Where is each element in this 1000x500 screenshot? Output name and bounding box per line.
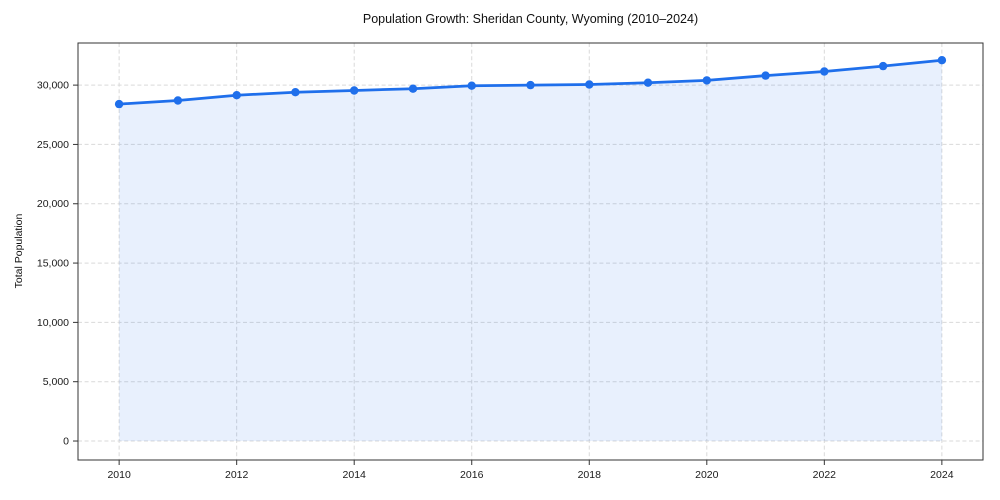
- x-tick-label: 2012: [225, 469, 249, 481]
- x-tick-label: 2010: [107, 469, 131, 481]
- data-point-marker: [526, 80, 535, 90]
- x-tick-label: 2014: [343, 469, 367, 481]
- data-point-marker: [878, 61, 888, 71]
- chart-title: Population Growth: Sheridan County, Wyom…: [362, 12, 699, 26]
- data-point-marker: [643, 78, 653, 87]
- data-point-marker: [467, 81, 476, 90]
- data-point-marker: [761, 71, 770, 80]
- data-point-marker: [291, 88, 300, 97]
- x-tick-label: 2020: [695, 469, 719, 481]
- x-tick-label: 2022: [813, 469, 837, 481]
- data-point-marker: [702, 76, 711, 85]
- y-tick-label: 5,000: [43, 376, 69, 388]
- data-point-marker: [173, 96, 183, 105]
- y-tick-label: 20,000: [37, 198, 69, 210]
- y-tick-label: 10,000: [37, 317, 69, 329]
- y-tick-label: 15,000: [37, 258, 69, 270]
- x-tick-label: 2018: [578, 469, 602, 481]
- x-tick-label: 2016: [460, 469, 484, 481]
- y-tick-label: 0: [63, 436, 69, 448]
- y-tick-label: 25,000: [37, 139, 69, 151]
- plot-border: [77, 42, 984, 461]
- area-fill: [119, 60, 942, 441]
- data-point-marker: [820, 67, 829, 76]
- data-point-marker: [585, 80, 594, 89]
- data-point-marker: [408, 84, 418, 93]
- data-point-marker: [937, 56, 947, 65]
- x-tick-label: 2024: [930, 469, 954, 481]
- data-point-marker: [232, 91, 241, 100]
- data-point-marker: [114, 99, 124, 109]
- y-tick-label: 30,000: [37, 80, 69, 92]
- data-point-marker: [350, 86, 359, 95]
